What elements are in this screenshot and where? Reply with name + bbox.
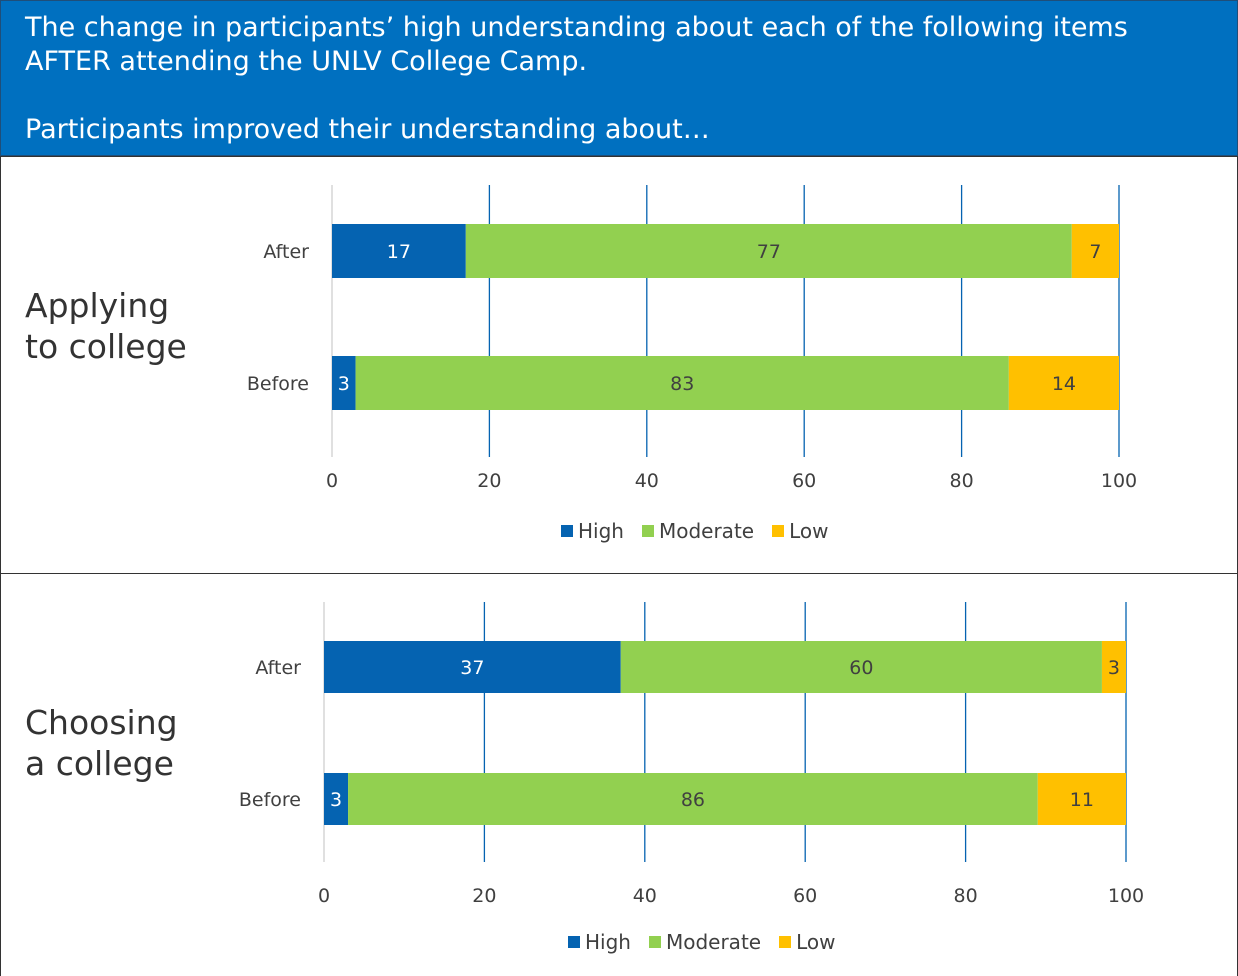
legend-label: High <box>578 519 624 543</box>
legend-item-moderate: Moderate <box>648 930 762 954</box>
bar-moderate-before <box>355 356 1009 410</box>
bar-low-before <box>1037 773 1126 825</box>
legend-swatch-moderate <box>648 936 661 948</box>
legend-swatch-low <box>779 936 792 948</box>
bar-moderate-after <box>620 641 1102 693</box>
legend-label: Low <box>789 519 829 543</box>
bar-moderate-before <box>348 773 1038 825</box>
category-label-before: Before <box>239 789 301 811</box>
category-label-after: After <box>263 241 309 263</box>
x-tick-label: 60 <box>793 885 817 907</box>
legend-item-high: High <box>561 519 624 543</box>
x-tick-label: 80 <box>950 470 974 492</box>
chart-choosing-a-college: 0 20 40 60 80 100 After 37 60 3 Before 3 86 11 <box>239 602 1144 907</box>
bar-moderate-after <box>465 224 1072 278</box>
legend-label: Moderate <box>665 930 762 954</box>
panel-label-choosing: Choosing a college <box>25 703 178 783</box>
legend-label: High <box>585 930 631 954</box>
panel-choosing-a-college: Choosing a college 0 20 40 60 80 100 After 37 60… <box>0 573 1238 976</box>
data-label: 14 <box>1052 373 1076 395</box>
data-label: 83 <box>670 373 694 395</box>
bar-high-before <box>332 356 356 410</box>
x-tick-label: 20 <box>472 885 496 907</box>
data-label: 3 <box>1108 657 1120 679</box>
legend-label: Low <box>796 930 836 954</box>
header-subtitle: Participants improved their understandin… <box>25 114 710 145</box>
header-title-line-1: The change in participants’ high underst… <box>25 12 1128 43</box>
x-tick-label: 80 <box>954 885 978 907</box>
data-label: 17 <box>387 241 411 263</box>
data-label: 3 <box>330 789 342 811</box>
legend-swatch-high <box>561 525 573 537</box>
data-label: 3 <box>338 373 350 395</box>
x-tick-label: 40 <box>633 885 657 907</box>
x-tick-label: 100 <box>1101 470 1137 492</box>
legend-item-high: High <box>568 930 631 954</box>
panel-label-applying: Applying to college <box>25 286 187 366</box>
legend-swatch-moderate <box>641 525 654 537</box>
legend-item-moderate: Moderate <box>641 519 755 543</box>
data-label: 37 <box>460 657 484 679</box>
category-label-before: Before <box>247 373 309 395</box>
x-tick-label: 0 <box>326 470 338 492</box>
legend-item-low: Low <box>772 519 828 543</box>
x-tick-label: 60 <box>792 470 816 492</box>
bar-low-after <box>1071 224 1119 278</box>
bar-low-after <box>1101 641 1126 693</box>
legend-choosing: High Moderate Low <box>568 930 853 954</box>
legend-item-low: Low <box>779 930 835 954</box>
x-tick-label: 40 <box>635 470 659 492</box>
legend-swatch-low <box>772 525 785 537</box>
x-tick-label: 100 <box>1108 885 1144 907</box>
bar-high-before <box>324 773 349 825</box>
legend-applying: High Moderate Low <box>561 519 846 543</box>
legend-label: Moderate <box>658 519 755 543</box>
header-title-line-2: AFTER attending the UNLV College Camp. <box>25 46 588 77</box>
x-tick-label: 20 <box>477 470 501 492</box>
bar-high-after <box>324 641 621 693</box>
bar-high-after <box>332 224 466 278</box>
data-label: 86 <box>681 789 705 811</box>
legend-swatch-high <box>568 936 580 948</box>
data-label: 11 <box>1070 789 1094 811</box>
bar-low-before <box>1008 356 1119 410</box>
header-banner: The change in participants’ high underst… <box>0 0 1238 156</box>
x-tick-label: 0 <box>318 885 330 907</box>
category-label-after: After <box>255 657 301 679</box>
data-label: 77 <box>757 241 781 263</box>
panel-applying-to-college: Applying to college 0 20 40 60 80 100 After 17 7… <box>0 156 1238 574</box>
data-label: 60 <box>849 657 873 679</box>
data-label: 7 <box>1089 241 1101 263</box>
